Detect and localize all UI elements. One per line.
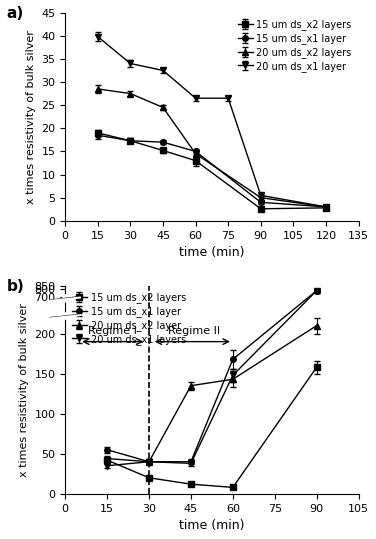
Legend: 15 um ds_x2 layers, 15 um ds_x1 layer, 20 um ds_x2 layer, 20 um ds_x1 layers: 15 um ds_x2 layers, 15 um ds_x1 layer, 2… [70,291,188,347]
Legend: 15 um ds_x2 layers, 15 um ds_x1 layer, 20 um ds_x2 layers, 20 um ds_x1 layer: 15 um ds_x2 layers, 15 um ds_x1 layer, 2… [236,17,354,74]
Text: Regime I: Regime I [88,326,137,336]
X-axis label: time (min): time (min) [179,246,245,259]
Text: b): b) [6,279,24,294]
Y-axis label: x times resistivity of bulk silver: x times resistivity of bulk silver [26,30,36,204]
Text: a): a) [6,6,24,22]
X-axis label: time (min): time (min) [179,519,245,532]
Y-axis label: x times resistivity of bulk silver: x times resistivity of bulk silver [19,303,29,476]
Text: Regime II: Regime II [168,326,220,336]
